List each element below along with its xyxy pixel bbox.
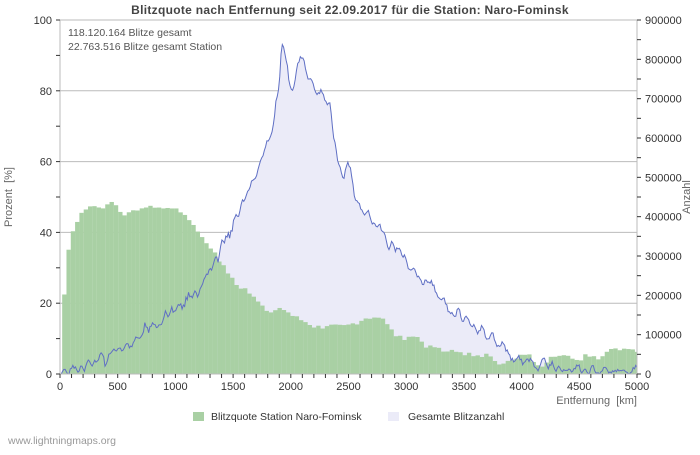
svg-text:300000: 300000	[645, 251, 682, 263]
svg-text:4000: 4000	[509, 381, 533, 393]
svg-text:5000: 5000	[625, 381, 649, 393]
svg-text:900000: 900000	[645, 15, 682, 27]
svg-text:Gesamte Blitzanzahl: Gesamte Blitzanzahl	[408, 411, 504, 423]
svg-text:www.lightningmaps.org: www.lightningmaps.org	[7, 435, 116, 447]
svg-text:3000: 3000	[394, 381, 418, 393]
svg-text:0: 0	[57, 381, 63, 393]
svg-text:Blitzquote Station Naro-Fomins: Blitzquote Station Naro-Fominsk	[211, 411, 362, 423]
svg-text:1500: 1500	[221, 381, 245, 393]
svg-text:0: 0	[645, 369, 651, 381]
svg-text:100000: 100000	[645, 330, 682, 342]
svg-text:20: 20	[40, 298, 52, 310]
svg-text:Prozent [%]: Prozent [%]	[3, 167, 15, 227]
svg-text:1000: 1000	[163, 381, 187, 393]
svg-text:600000: 600000	[645, 133, 682, 145]
svg-text:200000: 200000	[645, 290, 682, 302]
svg-text:500: 500	[109, 381, 127, 393]
svg-text:2000: 2000	[279, 381, 303, 393]
svg-text:4500: 4500	[567, 381, 591, 393]
svg-text:700000: 700000	[645, 94, 682, 106]
svg-text:40: 40	[40, 227, 52, 239]
svg-text:Anzahl: Anzahl	[681, 180, 693, 214]
svg-text:500000: 500000	[645, 172, 682, 184]
svg-text:118.120.164 Blitze gesamt: 118.120.164 Blitze gesamt	[68, 27, 192, 39]
svg-text:Blitzquote nach Entfernung sei: Blitzquote nach Entfernung seit 22.09.20…	[131, 3, 569, 17]
svg-text:60: 60	[40, 157, 52, 169]
svg-text:80: 80	[40, 86, 52, 98]
svg-text:800000: 800000	[645, 54, 682, 66]
svg-text:400000: 400000	[645, 212, 682, 224]
svg-text:0: 0	[46, 369, 52, 381]
svg-text:2500: 2500	[336, 381, 360, 393]
svg-text:22.763.516 Blitze gesamt Stati: 22.763.516 Blitze gesamt Station	[68, 41, 222, 53]
svg-text:3500: 3500	[452, 381, 476, 393]
svg-text:100: 100	[34, 15, 52, 27]
svg-text:Entfernung [km]: Entfernung [km]	[556, 395, 637, 407]
